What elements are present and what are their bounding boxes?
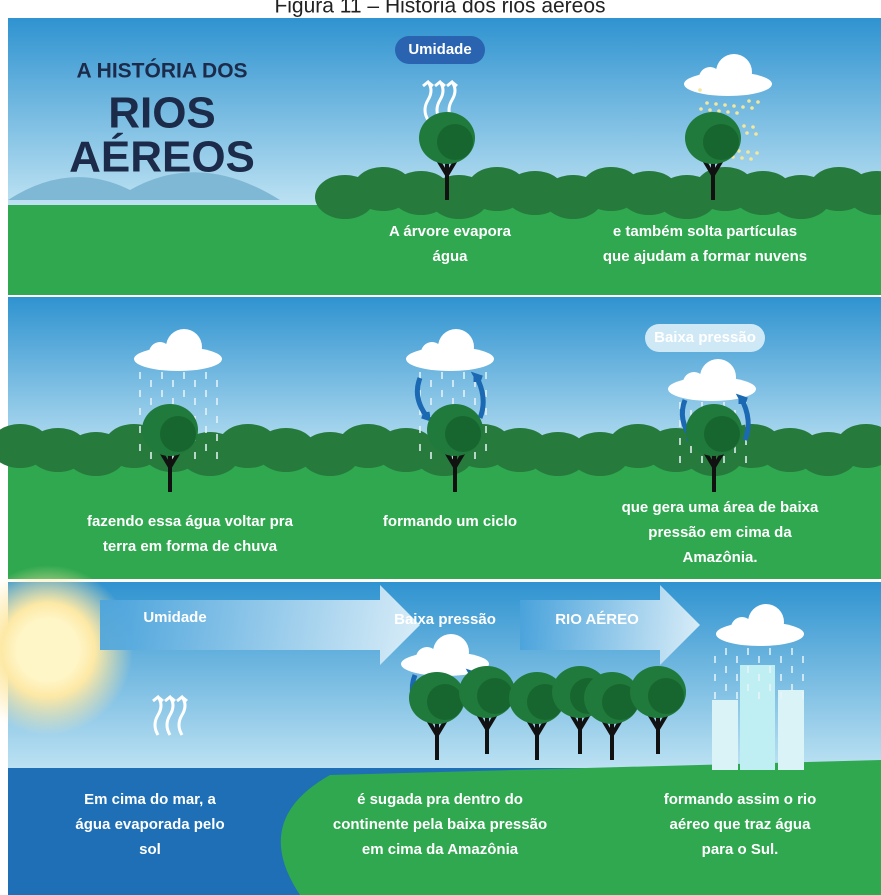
label: Baixa pressão	[654, 329, 756, 346]
particle	[746, 150, 750, 154]
cloud	[716, 54, 752, 90]
panel-text: terra em forma de chuva	[103, 538, 278, 555]
particle	[705, 101, 709, 105]
panel-text: aéreo que traz água	[670, 816, 812, 833]
particle	[750, 106, 754, 110]
panel-text: para o Sul.	[702, 841, 779, 858]
cloud	[433, 634, 469, 670]
panel-text: água evaporada pelo	[75, 816, 224, 833]
panel-text: formando um ciclo	[383, 513, 517, 530]
building	[778, 690, 804, 770]
tree-crown-shade	[427, 684, 463, 720]
panel-text: Amazônia.	[682, 549, 757, 566]
tree-crown-shade	[437, 124, 473, 160]
particle	[699, 107, 703, 111]
cloud	[166, 329, 202, 365]
infographic: Figura 11 – História dos rios aéreos A H…	[0, 0, 881, 895]
panel-text: continente pela baixa pressão	[333, 816, 547, 833]
particle	[740, 156, 744, 160]
panel-text: água	[432, 248, 468, 265]
particle	[745, 131, 749, 135]
panel-text: Em cima do mar, a	[84, 791, 216, 808]
panel-text: é sugada pra dentro do	[357, 791, 523, 808]
tree-crown-shade	[160, 416, 196, 452]
label: RIO AÉREO	[555, 611, 639, 628]
particle	[742, 124, 746, 128]
cloud	[683, 372, 705, 394]
tree-crown-shade	[704, 416, 740, 452]
tree-crown-shade	[477, 678, 513, 714]
building	[740, 665, 775, 770]
cloud	[731, 617, 753, 639]
caption: Figura 11 – História dos rios aéreos	[274, 0, 605, 18]
panel-text: A árvore evapora	[389, 223, 512, 240]
title-line: A HISTÓRIA DOS	[76, 59, 247, 83]
particle	[708, 108, 712, 112]
particle	[747, 99, 751, 103]
cloud	[748, 604, 784, 640]
tree-crown-shade	[648, 678, 684, 714]
particle	[749, 157, 753, 161]
cloud	[699, 67, 721, 89]
tree-crown-shade	[445, 416, 481, 452]
particle	[698, 88, 702, 92]
particle	[756, 100, 760, 104]
panel-text: que ajudam a formar nuvens	[603, 248, 807, 265]
cloud	[149, 342, 171, 364]
cloud	[438, 329, 474, 365]
particle	[735, 111, 739, 115]
particle	[717, 109, 721, 113]
particle	[723, 103, 727, 107]
particle	[714, 102, 718, 106]
panel-text: pressão em cima da	[648, 524, 792, 541]
panel-text: formando assim o rio	[664, 791, 817, 808]
page: Figura 11 – História dos rios aéreos A H…	[0, 0, 881, 895]
tree-crown-shade	[703, 124, 739, 160]
panel-text: sol	[139, 841, 161, 858]
particle	[751, 125, 755, 129]
particle	[726, 110, 730, 114]
cloud	[700, 359, 736, 395]
panel-text: em cima da Amazônia	[362, 841, 519, 858]
particle	[741, 105, 745, 109]
cloud	[416, 647, 438, 669]
label: Baixa pressão	[394, 611, 496, 628]
panel-text: fazendo essa água voltar pra	[87, 513, 294, 530]
panel-text: e também solta partículas	[613, 223, 797, 240]
particle	[754, 132, 758, 136]
label: Umidade	[143, 609, 206, 626]
title-line: AÉREOS	[69, 132, 255, 182]
title-line: RIOS	[108, 89, 216, 138]
panel-text: que gera uma área de baixa	[622, 499, 819, 516]
building	[712, 700, 738, 770]
cloud	[421, 342, 443, 364]
particle	[755, 151, 759, 155]
label: Umidade	[408, 41, 471, 58]
particle	[732, 104, 736, 108]
